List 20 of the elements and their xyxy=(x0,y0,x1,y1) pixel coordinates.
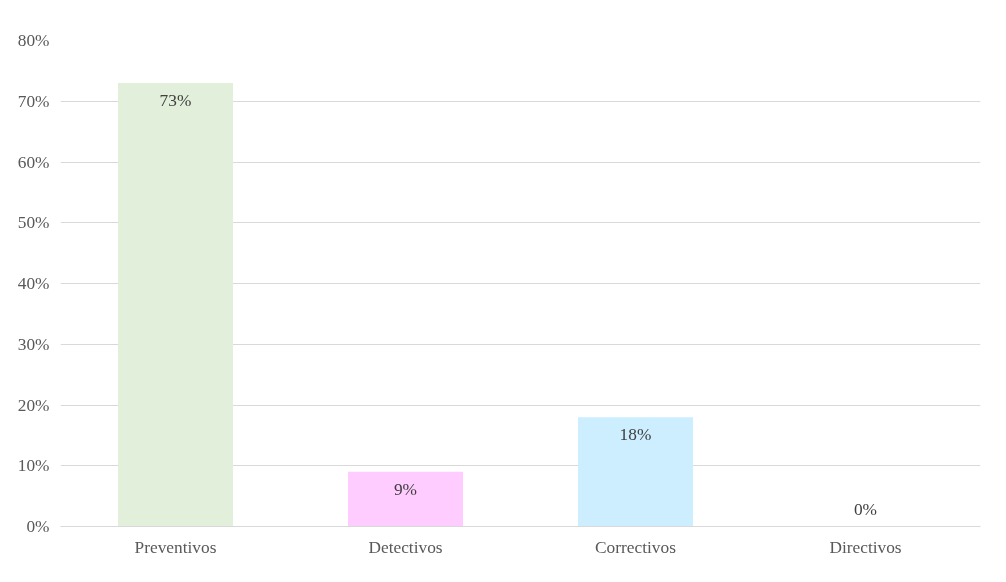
y-tick-label: 20% xyxy=(17,395,50,415)
y-tick-label: 60% xyxy=(17,152,50,172)
x-tick-label: Detectivos xyxy=(368,537,443,557)
x-tick-label: Correctivos xyxy=(595,537,677,557)
y-tick-label: 70% xyxy=(17,91,50,111)
data-label: 0% xyxy=(853,499,878,519)
y-tick-label: 0% xyxy=(26,517,50,536)
data-label: 73% xyxy=(159,91,192,111)
bar xyxy=(118,83,233,527)
data-label: 9% xyxy=(393,479,418,499)
x-tick-label: Directivos xyxy=(829,537,902,557)
y-tick-label: 50% xyxy=(17,213,50,233)
x-tick-label: Preventivos xyxy=(134,537,217,557)
y-tick-label: 40% xyxy=(17,274,50,293)
y-tick-label: 10% xyxy=(17,456,50,476)
bar xyxy=(348,471,463,527)
data-label: 18% xyxy=(619,425,652,445)
bar xyxy=(578,417,693,527)
y-tick-label: 80% xyxy=(17,31,50,50)
y-tick-label: 30% xyxy=(17,334,50,354)
